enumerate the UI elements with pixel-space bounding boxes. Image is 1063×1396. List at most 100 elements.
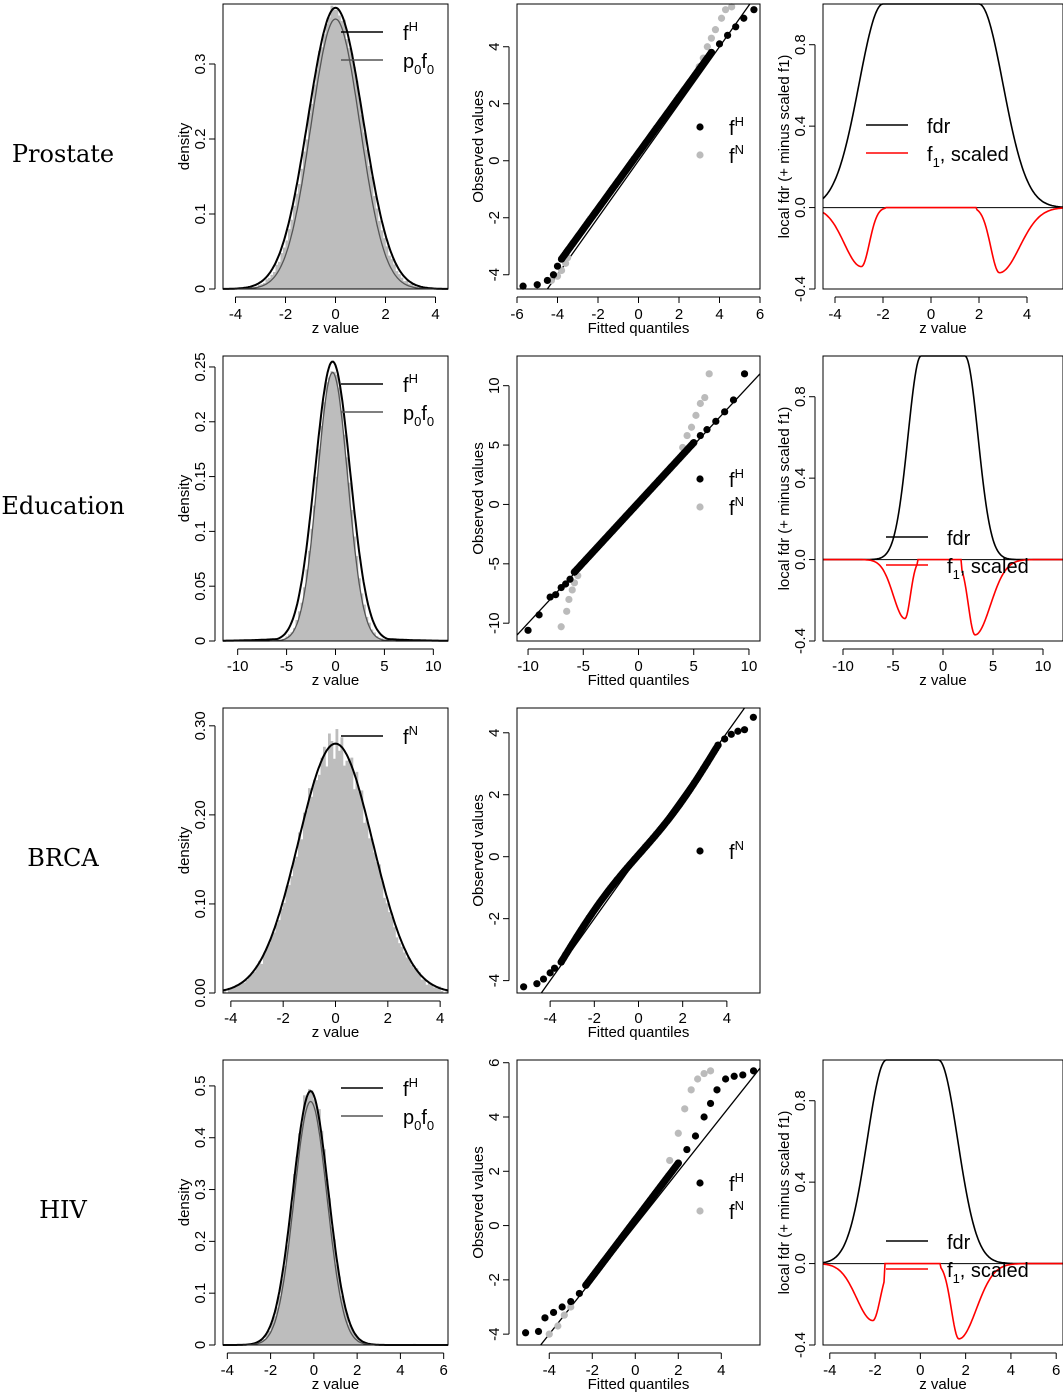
panel-r2-c1-y-tick-label: 4 [486, 729, 503, 737]
panel-r0-c2-f1-scaled-curve [822, 206, 1063, 274]
panel-r2-c0-hist-bar [295, 856, 299, 993]
panel-r1-c2-plot-frame [822, 355, 1063, 642]
panel-r3-c2-legend-label: f1, scaled [947, 1260, 1029, 1286]
panel-r3-c0-hist-bar [275, 1307, 279, 1345]
panel-r0-c0-hist-bar [395, 271, 399, 289]
panel-r1-c0-plot-frame [222, 355, 449, 642]
panel-r0-c0-hist-bar [398, 274, 401, 289]
panel-r1-c1-point-fN [701, 393, 709, 402]
panel-r3-c0-hist-bar [318, 1109, 321, 1345]
panel-r3-c0-x-axis-label: z value [312, 1376, 360, 1393]
panel-r0-c0-hist-bar [360, 114, 364, 289]
panel-r2-c1-plot-frame [516, 707, 761, 994]
panel-r1-c0-x-tick-label: 10 [425, 658, 442, 675]
panel-r3-c2-x-axis-label: z value [919, 1376, 967, 1393]
panel-r1-c0-series-fH [223, 360, 448, 642]
panel-r1-c1-point [740, 370, 749, 378]
panel-r2-c0-hist-bar [378, 864, 381, 993]
panel-r2-c0-hist-bar [320, 757, 324, 993]
panel-r2-c0-hist-bar [245, 979, 249, 993]
panel-r1-c0-x-tick-label: -10 [227, 658, 249, 675]
panel-r3-c1-point-fN [567, 1303, 575, 1311]
panel-r1-c1-point [552, 591, 560, 599]
panel-r2-c0-x-tick-label: 0 [331, 1010, 339, 1027]
panel-r1-c2-plot-frame [822, 355, 1063, 642]
panel-r0-c0-hist-bar [283, 247, 286, 289]
panel-r3-c1-point [674, 1159, 682, 1167]
panel-r1-c0-hist-bar [308, 550, 311, 641]
panel-r0-c1-legend-marker [696, 123, 704, 131]
panel-r3-c1-y-tick-label: 4 [486, 1113, 503, 1121]
panel-r2-c0-hist-bar [233, 986, 236, 993]
panel-r0-c0-hist-bar [275, 264, 279, 289]
panel-r3-c1-legend-marker [696, 1179, 704, 1187]
panel-r2-c0-hist-bar [425, 984, 429, 993]
panel-r2-c1-point [727, 730, 735, 738]
panel-r3-c2-x-tick-label: 0 [916, 1362, 924, 1379]
panel-r2-c1-point [714, 741, 722, 749]
panel-r3-c0-hist-bar [273, 1316, 276, 1345]
panel-r2-c0-hist-bar [285, 886, 289, 993]
panel-r2-c0-hist-bar [410, 965, 414, 993]
panel-r1-c0-y-tick-label: 0.15 [192, 462, 209, 491]
panel-r3-c0-hist-bar [278, 1296, 281, 1345]
panel-r1-c2-f1-scaled-curve [823, 558, 1063, 636]
panel-r1-c0-hist-bar [323, 402, 326, 641]
panel-r1-c1-point [546, 593, 554, 601]
panel-r2-c0-hist-bar [353, 789, 356, 993]
panel-r1-c2-y-tick-label: 0.8 [792, 386, 809, 407]
panel-r3-c1-plot-frame [516, 1059, 761, 1346]
panel-r1-c1-legend-label: fN [729, 494, 744, 520]
panel-r0-c1-y-tick-label: -4 [486, 268, 503, 281]
panel-r0-c1-x-tick-label: 4 [715, 306, 723, 323]
panel-r3-c1-point [522, 1329, 530, 1337]
panel-r0-c0-hist-bar [328, 17, 331, 290]
panel-r2-c0-hist-bar [238, 984, 241, 993]
panel-r0-c0-hist-bar [320, 47, 324, 290]
panel-r0-c1-x-tick-label: 6 [756, 306, 764, 323]
panel-r3-c2-y-tick-label: -0.4 [792, 1332, 809, 1358]
panel-r2-c0-x-axis-label: z value [312, 1024, 360, 1041]
panel-r1-c1-point [729, 396, 738, 404]
panel-r1-c1-y-tick-label: 0 [486, 500, 503, 508]
panel-r1-c0-hist-bar [338, 387, 341, 641]
panel-r0-c0-hist-bar [373, 196, 376, 289]
panel-r2-c1-point [734, 727, 742, 735]
panel-r3-c1-point-fN [694, 1075, 702, 1083]
panel-r3-c1-point [575, 1289, 583, 1298]
panel-r2-c0-hist-bar [345, 760, 349, 993]
panel-r3-c0-hist-bar [333, 1239, 336, 1345]
panel-r2-c0-hist-bar [260, 963, 264, 993]
panel-r0-c0-x-tick-label: -2 [279, 306, 292, 323]
panel-r2-c0-hist-bar [433, 987, 436, 993]
panel-r1-c0-x-axis-label: z value [312, 672, 360, 689]
panel-r0-c2-legend-label: fdr [927, 116, 951, 138]
panel-r1-c0-hist-bar [313, 505, 316, 641]
panel-r2-c1-x-tick-label: 2 [679, 1010, 687, 1027]
panel-r1-c1-point-fN [565, 595, 573, 604]
panel-r0-c0-hist-bar [365, 149, 369, 289]
panel-r2-c0-hist-bar [310, 796, 314, 993]
panel-r0-c0-x-tick-label: 0 [331, 306, 339, 323]
panel-r3-c0-hist-bar [290, 1205, 294, 1345]
panel-r3-c1-x-axis-label: Fitted quantiles [588, 1376, 690, 1393]
panel-r0-c2-plot-frame [822, 3, 1063, 290]
panel-r3-c2-x-tick-label: 4 [1007, 1362, 1015, 1379]
panel-r2-c0-hist-bar [278, 920, 281, 993]
panel-r0-c1-point [519, 282, 527, 290]
panel-r3-c2-legend-label: fdr [947, 1232, 971, 1254]
panel-r2-c0-hist-bar [328, 733, 331, 993]
panel-r3-c0-hist-bar [350, 1328, 354, 1345]
panel-r1-c0-hist-bar [370, 629, 374, 641]
panel-r2-c0-hist-bar [298, 832, 301, 993]
panel-r2-c0-hist-bar [413, 968, 416, 993]
panel-r2-c1-y-tick-label: -4 [486, 974, 503, 987]
panel-r2-c0-hist-bar [365, 818, 369, 993]
panel-r2-c0-hist-bar [405, 957, 409, 993]
panel-r0-c2-y-tick-label: 0.4 [792, 116, 809, 137]
panel-r2-c0-hist-bar [445, 989, 449, 993]
panel-r3-c2-x-tick-label: -4 [823, 1362, 836, 1379]
panel-r2-c0-legend-label: fN [403, 723, 418, 749]
